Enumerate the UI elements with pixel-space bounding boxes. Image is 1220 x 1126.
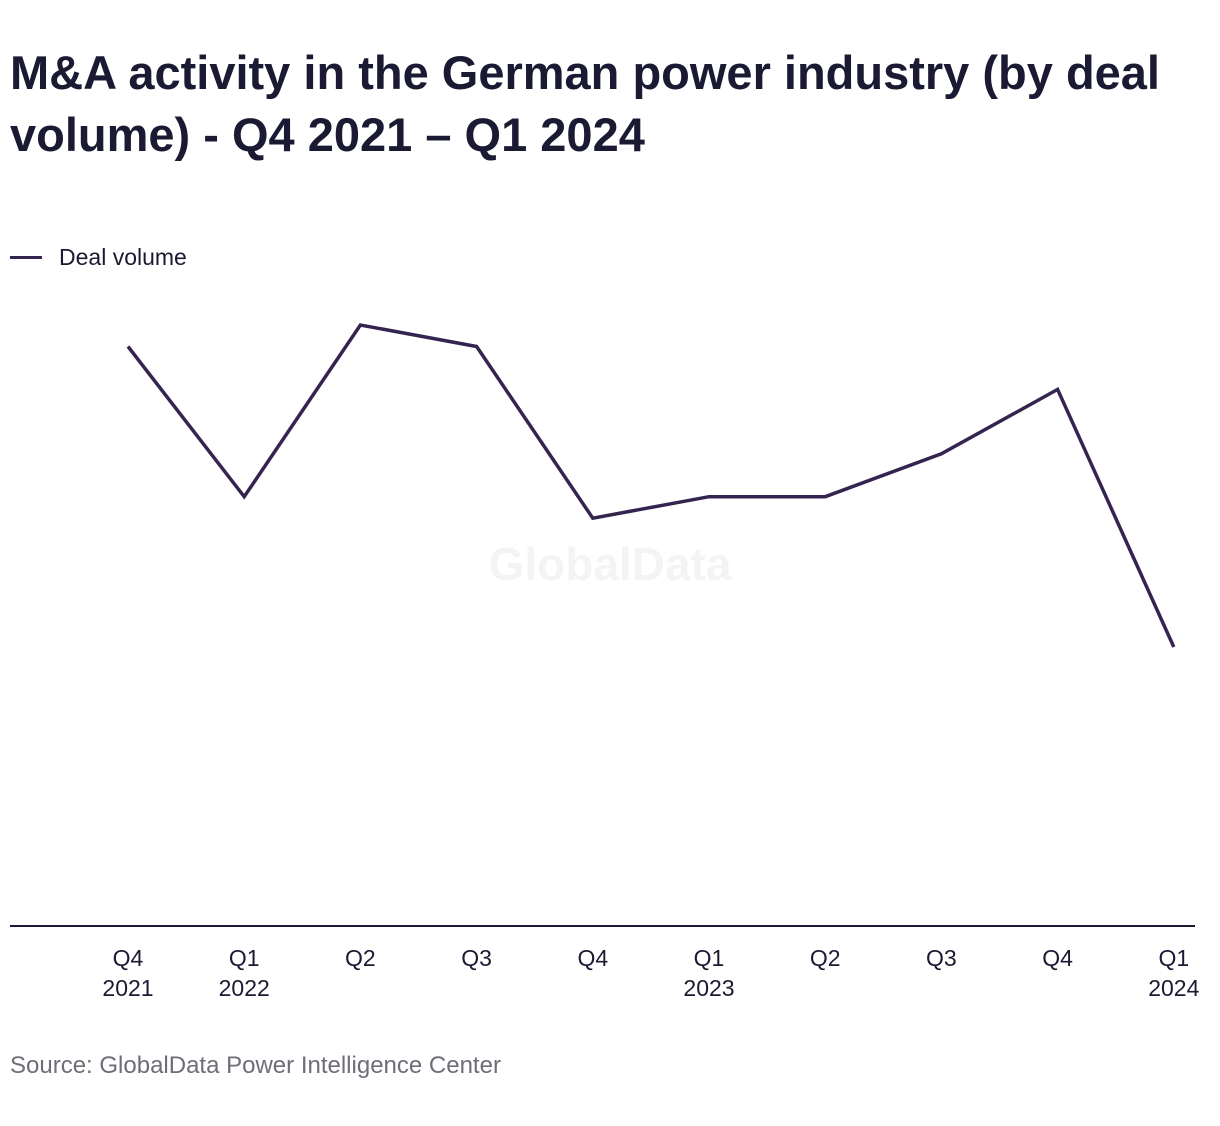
x-tick-label-quarter: Q3 — [926, 945, 957, 971]
x-tick-label-quarter: Q4 — [1042, 945, 1073, 971]
data-point[interactable] — [703, 491, 715, 503]
data-point[interactable] — [354, 319, 366, 331]
data-point[interactable] — [819, 491, 831, 503]
x-tick-label-year: 2022 — [219, 975, 270, 1001]
data-point[interactable] — [122, 341, 134, 353]
x-tick-label-quarter: Q2 — [345, 945, 376, 971]
x-tick-label-quarter: Q1 — [229, 945, 260, 971]
data-point[interactable] — [587, 512, 599, 524]
data-point[interactable] — [1052, 383, 1064, 395]
x-tick-label-year: 2021 — [102, 975, 153, 1001]
legend: Deal volume — [10, 242, 187, 272]
x-tick-label-quarter: Q2 — [810, 945, 841, 971]
source-note: Source: GlobalData Power Intelligence Ce… — [10, 1052, 501, 1079]
x-tick-label-quarter: Q3 — [461, 945, 492, 971]
series-line-deal-volume — [126, 323, 1176, 648]
legend-label-deal-volume: Deal volume — [59, 243, 187, 270]
data-point[interactable] — [935, 448, 947, 460]
watermark: GlobalData — [489, 538, 732, 590]
x-tick-label-quarter: Q1 — [1158, 945, 1189, 971]
data-point[interactable] — [471, 341, 483, 353]
x-tick-label-quarter: Q4 — [577, 945, 608, 971]
data-point[interactable] — [238, 491, 250, 503]
data-point[interactable] — [1168, 641, 1180, 653]
legend-swatch-deal-volume — [10, 255, 42, 259]
x-tick-label-year: 2024 — [1148, 975, 1199, 1001]
plot-area — [122, 319, 1180, 653]
chart-title: M&A activity in the German power industr… — [10, 46, 1160, 161]
x-tick-label-quarter: Q1 — [694, 945, 725, 971]
x-tick-label-quarter: Q4 — [113, 945, 144, 971]
x-axis-ticks: Q4 2021 Q1 2022 Q2 Q3 Q4 Q1 2023 Q2 Q3 Q4 Q1 2024 — [102, 945, 1199, 1001]
x-tick-label-year: 2023 — [683, 975, 734, 1001]
